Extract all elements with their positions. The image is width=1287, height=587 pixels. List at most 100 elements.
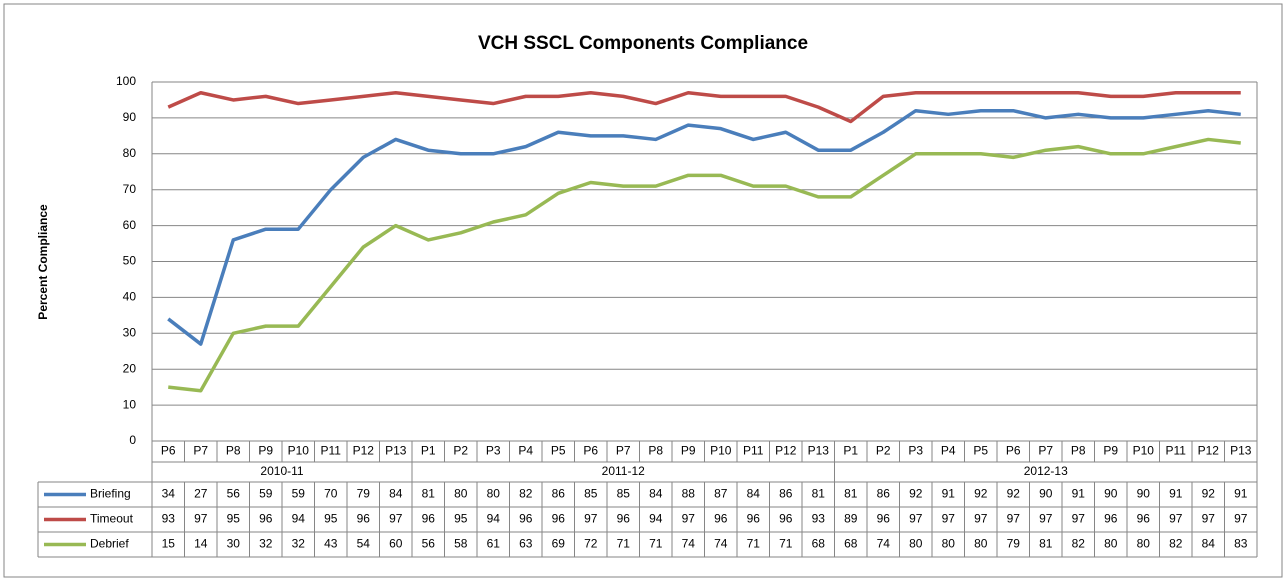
table-value: 14 <box>194 537 208 551</box>
x-tick-label: P11 <box>1166 444 1187 458</box>
table-value: 80 <box>974 537 988 551</box>
x-tick-label: P3 <box>486 444 501 458</box>
x-tick-label: P10 <box>710 444 732 458</box>
table-value: 97 <box>974 512 988 526</box>
table-value: 92 <box>1202 487 1216 501</box>
table-value: 85 <box>584 487 598 501</box>
table-value: 94 <box>292 512 306 526</box>
table-value: 15 <box>162 537 176 551</box>
table-value: 96 <box>1137 512 1151 526</box>
table-value: 95 <box>324 512 338 526</box>
table-value: 80 <box>909 537 923 551</box>
table-value: 58 <box>454 537 468 551</box>
table-value: 79 <box>1007 537 1021 551</box>
table-value: 97 <box>194 512 208 526</box>
table-value: 74 <box>682 537 696 551</box>
table-value: 84 <box>389 487 403 501</box>
table-value: 97 <box>1039 512 1053 526</box>
table-value: 68 <box>812 537 826 551</box>
x-tick-label: P11 <box>743 444 764 458</box>
series-line <box>167 108 1241 346</box>
table-value: 94 <box>487 512 501 526</box>
table-value: 96 <box>1104 512 1118 526</box>
y-tick-label: 10 <box>123 397 137 411</box>
table-value: 63 <box>519 537 533 551</box>
table-value: 81 <box>844 487 858 501</box>
table-value: 90 <box>1137 487 1151 501</box>
table-value: 83 <box>1234 537 1248 551</box>
table-value: 96 <box>779 512 793 526</box>
table-value: 97 <box>1234 512 1248 526</box>
table-value: 96 <box>422 512 436 526</box>
table-value: 87 <box>714 487 728 501</box>
table-value: 80 <box>942 537 956 551</box>
y-tick-label: 80 <box>123 146 137 160</box>
table-value: 82 <box>1169 537 1183 551</box>
table-value: 95 <box>454 512 468 526</box>
x-tick-label: P6 <box>161 444 176 458</box>
table-value: 84 <box>1202 537 1216 551</box>
table-value: 92 <box>1007 487 1021 501</box>
x-tick-label: P5 <box>973 444 988 458</box>
x-tick-label: P12 <box>353 444 375 458</box>
x-tick-label: P1 <box>843 444 858 458</box>
table-value: 97 <box>584 512 598 526</box>
table-value: 34 <box>162 487 176 501</box>
table-value: 92 <box>974 487 988 501</box>
table-value: 60 <box>389 537 403 551</box>
group-label: 2011-12 <box>602 464 645 478</box>
table-value: 43 <box>324 537 338 551</box>
table-value: 54 <box>357 537 371 551</box>
y-tick-label: 40 <box>123 290 137 304</box>
x-tick-label: P5 <box>551 444 566 458</box>
table-value: 93 <box>812 512 826 526</box>
table-value: 74 <box>714 537 728 551</box>
table-value: 30 <box>227 537 241 551</box>
x-tick-label: P7 <box>193 444 208 458</box>
table-value: 82 <box>1072 537 1086 551</box>
table-value: 86 <box>552 487 566 501</box>
x-tick-label: P7 <box>616 444 631 458</box>
table-value: 71 <box>617 537 631 551</box>
table-value: 59 <box>259 487 273 501</box>
table-value: 91 <box>1169 487 1183 501</box>
x-tick-label: P6 <box>583 444 598 458</box>
table-value: 93 <box>162 512 176 526</box>
table-value: 96 <box>617 512 631 526</box>
legend-label: Timeout <box>90 512 134 526</box>
table-value: 86 <box>779 487 793 501</box>
table-value: 85 <box>617 487 631 501</box>
x-tick-label: P13 <box>1230 444 1252 458</box>
table-value: 71 <box>649 537 663 551</box>
table-value: 95 <box>227 512 241 526</box>
table-value: 97 <box>682 512 696 526</box>
table-value: 80 <box>1137 537 1151 551</box>
table-value: 84 <box>649 487 663 501</box>
table-value: 96 <box>714 512 728 526</box>
y-tick-label: 90 <box>123 110 137 124</box>
table-value: 79 <box>357 487 371 501</box>
table-value: 90 <box>1104 487 1118 501</box>
table-value: 68 <box>844 537 858 551</box>
table-value: 69 <box>552 537 566 551</box>
y-tick-label: 20 <box>123 361 137 375</box>
table-value: 91 <box>942 487 956 501</box>
legend-label: Debrief <box>90 537 129 551</box>
x-tick-label: P8 <box>1071 444 1086 458</box>
table-value: 97 <box>942 512 956 526</box>
table-value: 70 <box>324 487 338 501</box>
y-tick-label: 0 <box>129 433 136 447</box>
x-tick-label: P4 <box>941 444 956 458</box>
x-tick-label: P7 <box>1038 444 1053 458</box>
group-label: 2010-11 <box>260 464 303 478</box>
table-value: 94 <box>649 512 663 526</box>
table-value: 61 <box>487 537 501 551</box>
table-value: 56 <box>227 487 241 501</box>
table-value: 97 <box>389 512 403 526</box>
y-tick-label: 60 <box>123 218 137 232</box>
series-line <box>168 137 1241 393</box>
table-value: 97 <box>1072 512 1086 526</box>
table-value: 81 <box>422 487 436 501</box>
table-value: 96 <box>519 512 533 526</box>
